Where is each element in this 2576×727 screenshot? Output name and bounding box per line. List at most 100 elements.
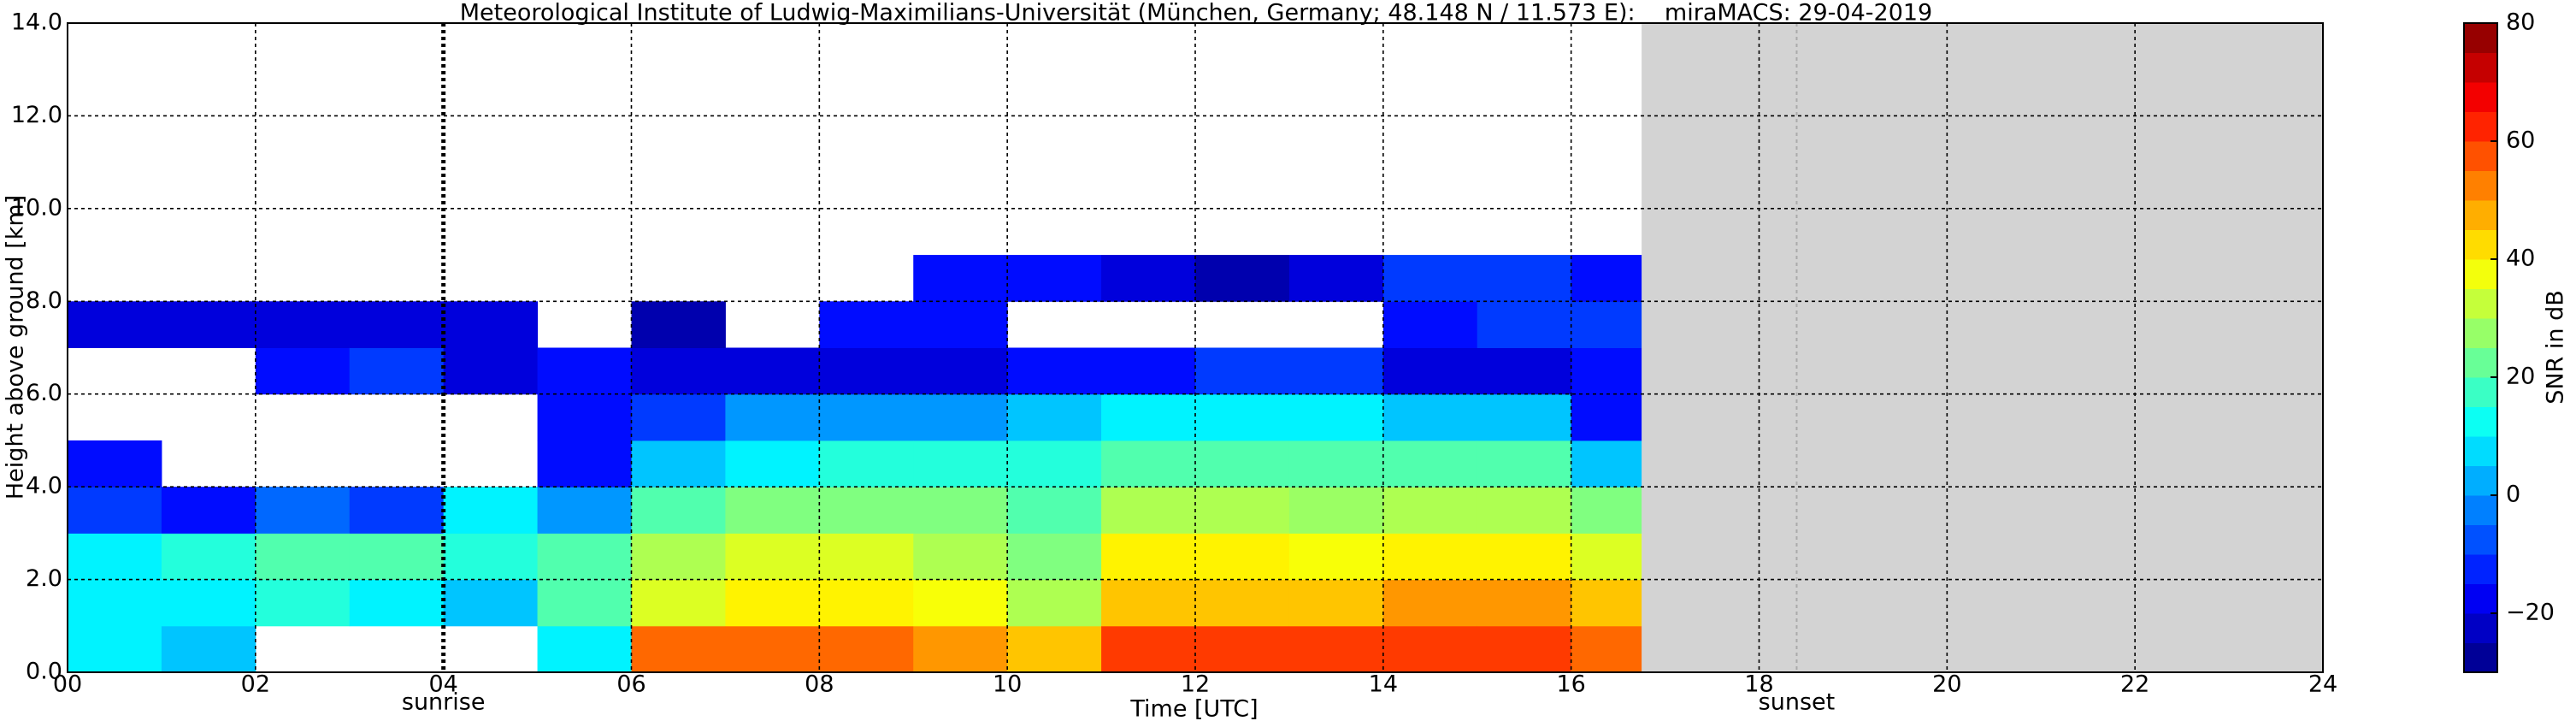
snr-cell xyxy=(537,440,632,488)
colorbar-tick-label: 20 xyxy=(2506,364,2535,390)
snr-cell xyxy=(1288,440,1384,488)
snr-cell xyxy=(725,440,820,488)
snr-cell xyxy=(1101,255,1196,302)
snr-cell xyxy=(1195,533,1290,581)
snr-cell xyxy=(1382,487,1478,534)
snr-cell xyxy=(725,393,820,441)
snr-cell xyxy=(255,487,351,534)
snr-cell xyxy=(1007,440,1102,488)
snr-cell xyxy=(819,533,914,581)
snr-cell xyxy=(913,347,1008,395)
snr-cell xyxy=(68,579,162,627)
colorbar-tick-label: −20 xyxy=(2506,600,2555,626)
snr-cell xyxy=(1477,347,1572,395)
snr-cell xyxy=(1101,347,1196,395)
colorbar-step xyxy=(2464,52,2497,83)
snr-cell xyxy=(1101,625,1196,673)
chart-title: Meteorological Institute of Ludwig-Maxim… xyxy=(460,0,1933,27)
snr-cell xyxy=(1382,255,1478,302)
snr-cell xyxy=(913,301,1008,348)
snr-cell xyxy=(255,533,351,581)
colorbar-tick-label: 40 xyxy=(2506,245,2535,272)
snr-cell xyxy=(161,579,256,627)
snr-cell xyxy=(537,533,632,581)
snr-cell xyxy=(1007,255,1102,302)
snr-cell xyxy=(1195,440,1290,488)
snr-cell xyxy=(349,487,445,534)
colorbar-tick-label: 60 xyxy=(2506,127,2535,154)
snr-cell xyxy=(1288,533,1384,581)
x-tick-label: 12 xyxy=(1181,671,1210,698)
snr-cell xyxy=(913,579,1008,627)
colorbar-tick-label: 0 xyxy=(2506,482,2520,508)
y-tick-label: 2.0 xyxy=(26,565,62,592)
snr-cell xyxy=(443,487,539,534)
snr-cell xyxy=(68,625,162,673)
colorbar-tick-label: 80 xyxy=(2506,9,2535,36)
colorbar-step xyxy=(2464,318,2497,348)
snr-cell xyxy=(1101,440,1196,488)
colorbar-step xyxy=(2464,111,2497,142)
snr-cell xyxy=(819,487,914,534)
y-tick-label: 0.0 xyxy=(26,659,62,685)
snr-cell xyxy=(631,301,726,348)
x-tick-label: 00 xyxy=(53,671,82,698)
snr-cell xyxy=(725,347,820,395)
y-tick-label: 12.0 xyxy=(11,102,62,128)
snr-cell xyxy=(1288,579,1384,627)
colorbar-frame xyxy=(2463,22,2498,673)
colorbar-step xyxy=(2464,495,2497,525)
colorbar-step xyxy=(2464,465,2497,496)
colorbar-step xyxy=(2464,554,2497,584)
colorbar-step xyxy=(2464,23,2497,53)
snr-cell xyxy=(631,625,726,673)
colorbar-step xyxy=(2464,406,2497,437)
snr-cell xyxy=(913,487,1008,534)
snr-cell xyxy=(913,533,1008,581)
y-tick-label: 4.0 xyxy=(26,473,62,499)
snr-cell xyxy=(1007,393,1102,441)
snr-cell xyxy=(161,301,256,348)
colorbar-step xyxy=(2464,170,2497,201)
snr-cell xyxy=(1477,487,1572,534)
snr-cell xyxy=(1477,579,1572,627)
x-axis-label: Time [UTC] xyxy=(1129,696,1258,723)
snr-cell xyxy=(725,579,820,627)
snr-cell xyxy=(1101,393,1196,441)
snr-cell xyxy=(631,579,726,627)
snr-cell xyxy=(68,440,162,488)
snr-cell xyxy=(1477,625,1572,673)
snr-cell xyxy=(819,625,914,673)
snr-cell xyxy=(1007,487,1102,534)
annotation-label: sunrise xyxy=(402,689,486,716)
snr-cell xyxy=(255,347,351,395)
colorbar-step xyxy=(2464,524,2497,555)
y-tick-label: 8.0 xyxy=(26,287,62,314)
snr-cell xyxy=(1101,533,1196,581)
x-tick-label: 18 xyxy=(1744,671,1773,698)
snr-cell xyxy=(631,533,726,581)
x-tick-label: 02 xyxy=(241,671,270,698)
snr-cell xyxy=(725,533,820,581)
snr-cell xyxy=(443,533,539,581)
snr-cell xyxy=(1477,301,1572,348)
snr-cell xyxy=(1195,255,1290,302)
snr-cell xyxy=(819,393,914,441)
snr-cell xyxy=(1007,579,1102,627)
colorbar-step xyxy=(2464,200,2497,230)
snr-cell xyxy=(1195,393,1290,441)
snr-cell xyxy=(537,579,632,627)
snr-cell xyxy=(1382,347,1478,395)
snr-cell xyxy=(443,579,539,627)
colorbar-step xyxy=(2464,288,2497,319)
snr-cell xyxy=(537,487,632,534)
snr-cell xyxy=(725,625,820,673)
snr-cell xyxy=(68,301,162,348)
snr-cell xyxy=(1288,347,1384,395)
colorbar-step xyxy=(2464,229,2497,260)
snr-cell xyxy=(68,487,162,534)
snr-cell xyxy=(1288,393,1384,441)
colorbar-step xyxy=(2464,583,2497,614)
colorbar-step xyxy=(2464,377,2497,407)
